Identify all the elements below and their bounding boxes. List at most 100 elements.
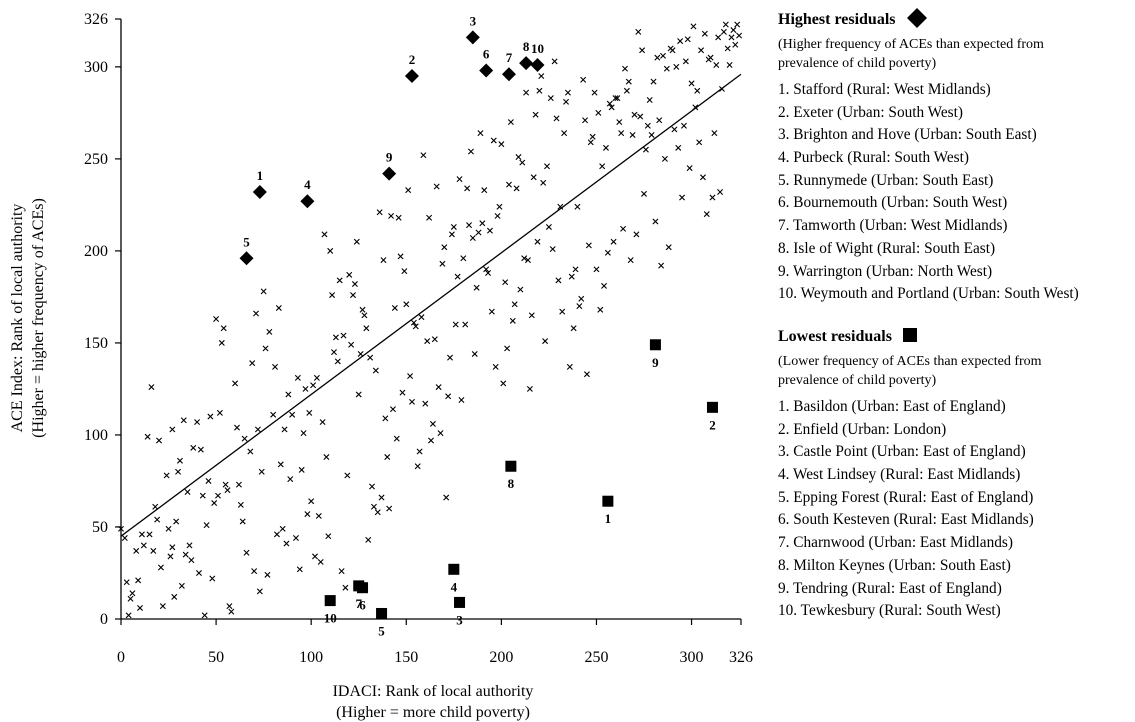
highest-residual-point — [501, 67, 516, 82]
data-point — [175, 468, 182, 475]
data-point — [258, 468, 265, 475]
data-point — [412, 323, 419, 330]
lowest-residual-label: 5 — [378, 623, 385, 638]
data-point — [637, 113, 644, 120]
data-point — [715, 34, 722, 41]
data-point — [380, 257, 387, 264]
data-point — [642, 146, 649, 153]
data-point — [156, 437, 163, 444]
data-point — [336, 277, 343, 284]
data-point — [557, 203, 564, 210]
data-point — [561, 130, 568, 137]
data-point — [707, 54, 714, 61]
data-point — [216, 409, 223, 416]
lowest-residual-point — [324, 595, 336, 607]
data-point — [169, 544, 176, 551]
lowest-residual-point — [505, 460, 517, 472]
data-point — [680, 122, 687, 129]
lowest-residual-label: 10 — [324, 611, 337, 626]
data-point — [251, 568, 258, 575]
data-point — [277, 461, 284, 468]
highest-residual-label: 10 — [531, 41, 544, 56]
data-point — [513, 185, 520, 192]
data-point — [627, 257, 634, 264]
data-point — [654, 54, 661, 61]
data-point — [606, 100, 613, 107]
data-point — [464, 185, 471, 192]
data-point — [359, 306, 366, 313]
data-point — [726, 62, 733, 69]
data-point — [471, 350, 478, 357]
data-point — [616, 119, 623, 126]
data-point — [532, 111, 539, 118]
data-point — [178, 582, 185, 589]
data-point — [595, 109, 602, 116]
data-point — [346, 271, 353, 278]
data-point — [633, 231, 640, 238]
data-point — [485, 269, 492, 276]
data-point — [416, 448, 423, 455]
data-point — [538, 73, 545, 80]
data-point — [389, 406, 396, 413]
highest-residual-point — [479, 63, 494, 78]
data-point — [125, 612, 132, 619]
legend-item: 1. Basildon (Urban: East of England) — [778, 398, 1006, 415]
highest-residual-label: 2 — [409, 52, 416, 67]
data-point — [519, 159, 526, 166]
data-point — [203, 522, 210, 529]
lowest-residual-label: 4 — [451, 579, 458, 594]
data-point — [235, 481, 242, 488]
data-point — [294, 374, 301, 381]
data-point — [523, 89, 530, 96]
legend-highest-list: 1. Stafford (Rural: West Midlands) 2. Ex… — [778, 79, 1079, 306]
data-point — [180, 417, 187, 424]
data-point — [720, 28, 727, 35]
legend-lowest-title: Lowest residuals — [778, 328, 892, 345]
data-point — [157, 564, 164, 571]
y-axis-label-line2: (Higher = higher frequency of ACEs) — [30, 198, 47, 438]
data-point — [152, 503, 159, 510]
data-point — [477, 130, 484, 137]
legend-lowest-description: (Lower frequency of ACEs than expected f… — [778, 354, 1042, 388]
data-point — [583, 371, 590, 378]
data-point — [133, 547, 140, 554]
lowest-residual-point — [448, 563, 460, 575]
data-point — [473, 284, 480, 291]
data-point — [505, 181, 512, 188]
data-point — [703, 211, 710, 218]
data-point — [237, 501, 244, 508]
data-point — [260, 288, 267, 295]
data-point — [311, 553, 318, 560]
data-point — [254, 426, 261, 433]
legend-item: 2. Exeter (Urban: South West) — [778, 103, 963, 121]
lowest-residual-label: 7 — [355, 596, 362, 611]
legend-item: 4. West Lindsey (Rural: East Midlands) — [778, 466, 1021, 484]
legend-item: 8. Milton Keynes (Urban: South East) — [778, 556, 1011, 574]
data-point — [167, 553, 174, 560]
data-point — [201, 612, 208, 619]
legend-highest-description: (Higher frequency of ACEs than expected … — [778, 37, 1044, 71]
data-point — [226, 603, 233, 610]
data-point — [621, 65, 628, 72]
data-point — [629, 131, 636, 138]
data-point — [580, 76, 587, 83]
data-point — [395, 214, 402, 221]
data-point — [163, 472, 170, 479]
trend-line — [120, 73, 742, 537]
data-point — [220, 325, 227, 332]
data-point — [399, 389, 406, 396]
data-point — [344, 472, 351, 479]
data-point — [623, 87, 630, 94]
data-point — [279, 525, 286, 532]
data-point — [504, 345, 511, 352]
data-point — [443, 494, 450, 501]
data-point — [331, 349, 337, 356]
data-point — [241, 435, 248, 442]
lowest-residual-point — [649, 339, 661, 351]
lowest-residual-label: 3 — [456, 612, 463, 627]
data-point — [363, 325, 370, 332]
data-point — [319, 419, 326, 426]
data-point — [684, 36, 691, 43]
data-point — [582, 117, 589, 124]
